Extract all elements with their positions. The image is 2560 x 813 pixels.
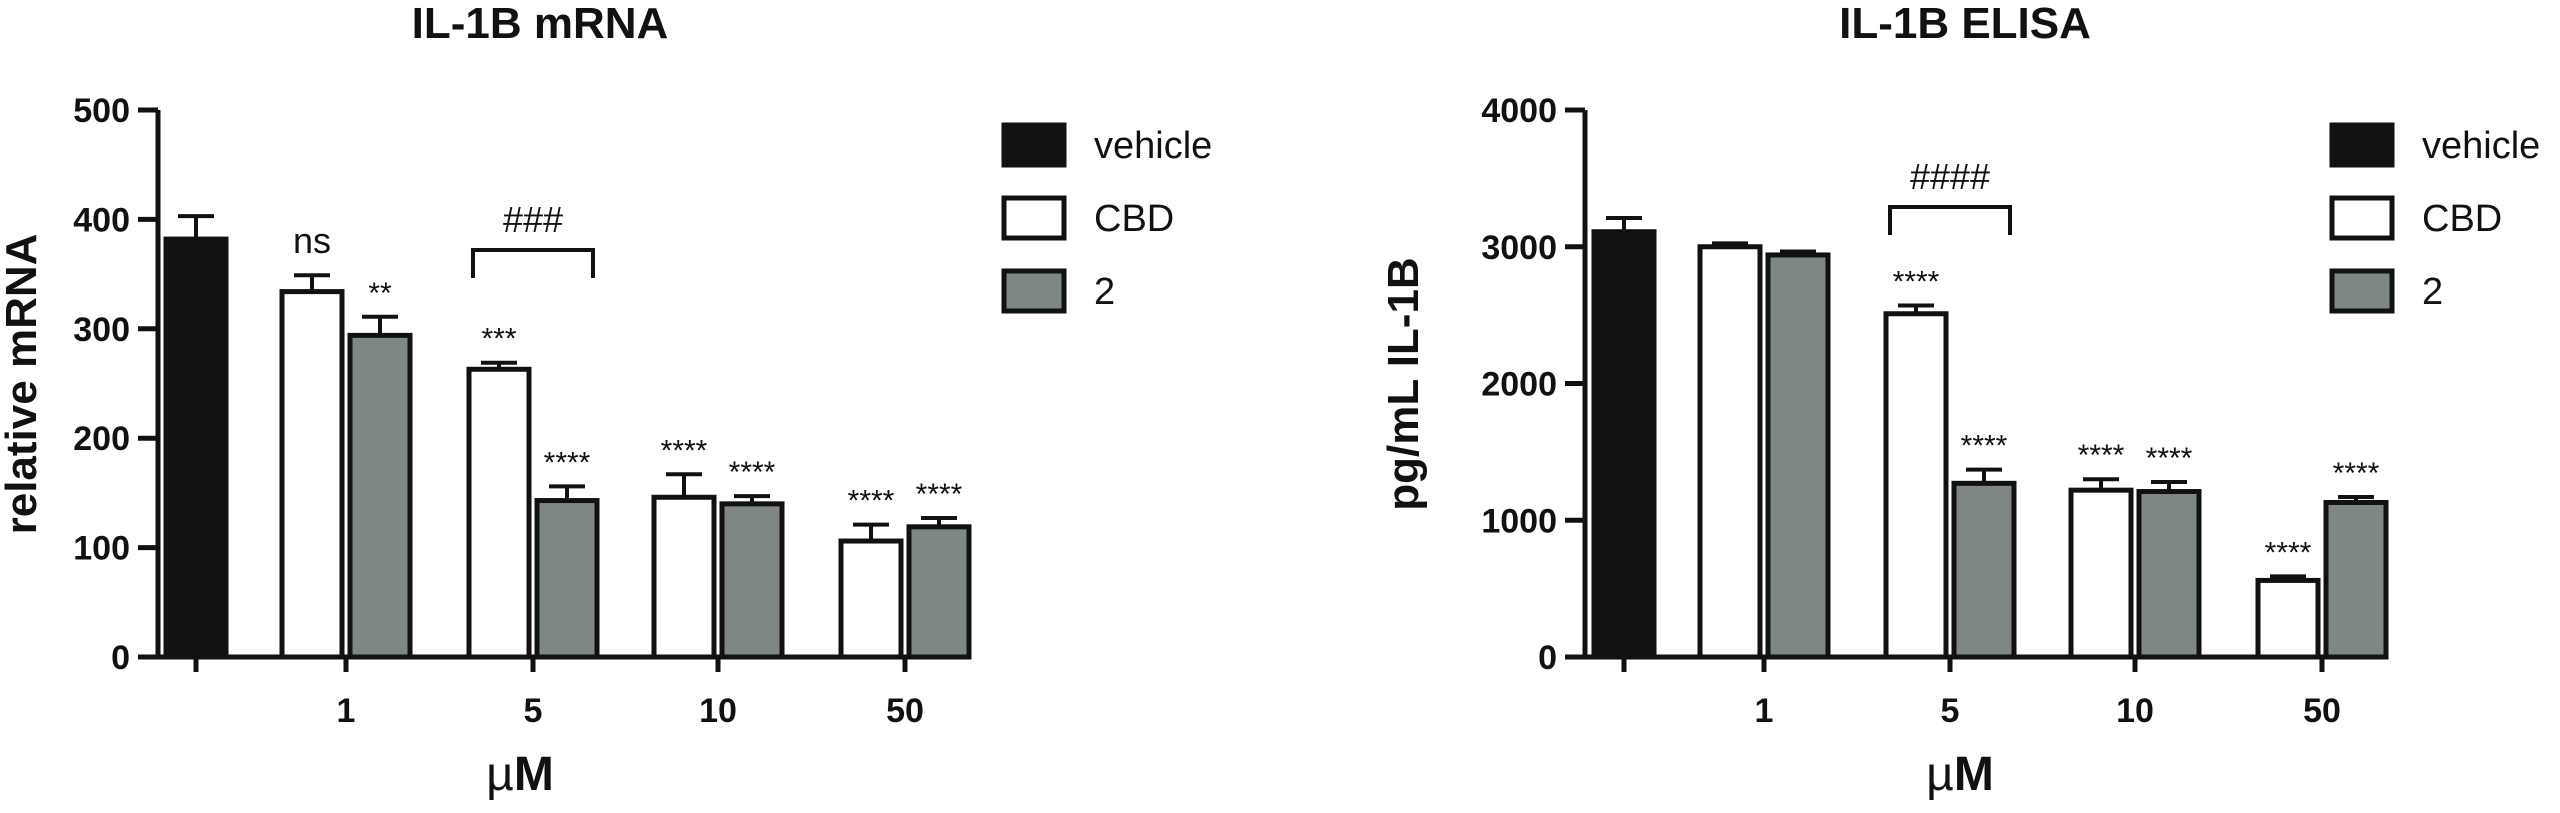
bar-cbd [651, 494, 717, 660]
bar-cbd [2068, 487, 2134, 660]
y-tick-label: 200 [73, 420, 130, 458]
bar-2 [2136, 489, 2202, 660]
bar-vehicle [163, 236, 229, 660]
y-axis-label: relative mRNA [0, 234, 46, 535]
legend-label: vehicle [1094, 125, 1212, 167]
y-tick-label: 0 [1538, 639, 1557, 677]
x-axis-label: µM [1926, 748, 1994, 801]
legend-label: 2 [1094, 271, 1115, 313]
x-tick-label: 10 [2116, 692, 2154, 730]
y-tick-label: 4000 [1481, 92, 1557, 130]
y-tick-label: 0 [111, 639, 130, 677]
bar-2 [906, 524, 972, 660]
bar-cbd [1697, 244, 1763, 660]
x-axis-label: µM [486, 748, 554, 801]
bar-cbd [466, 366, 532, 660]
legend-label: CBD [2422, 198, 2502, 240]
comparison-bracket [471, 248, 595, 278]
significance-label: ns [293, 220, 331, 261]
significance-label: ** [368, 277, 392, 310]
y-tick-label: 2000 [1481, 366, 1557, 404]
significance-label: **** [2078, 439, 2125, 472]
significance-label: **** [544, 446, 591, 479]
legend-label: vehicle [2422, 125, 2540, 167]
bar-2 [719, 501, 785, 660]
legend-swatch-2 [2329, 268, 2395, 314]
significance-label: **** [661, 434, 708, 467]
significance-label: **** [1961, 430, 2008, 463]
y-tick-label: 100 [73, 530, 130, 568]
bar-cbd [279, 289, 345, 660]
x-tick-label: 10 [699, 692, 737, 730]
significance-label: **** [2265, 536, 2312, 569]
significance-label: **** [2146, 442, 2193, 475]
bar-2 [534, 498, 600, 660]
chart-1: IL-1B mRNA 0 100 200 300 400 500 relative mRNA 1… [0, 0, 1212, 801]
legend-swatch-vehicle [1001, 122, 1067, 168]
legend-swatch-vehicle [2329, 122, 2395, 168]
significance-label: **** [916, 478, 963, 511]
chart-title: IL-1B ELISA [1839, 0, 2091, 48]
legend-label: CBD [1094, 198, 1174, 240]
x-tick-label: 1 [1755, 692, 1774, 730]
bar-cbd [1883, 311, 1949, 660]
bar-vehicle [1591, 229, 1657, 660]
y-tick-label: 500 [73, 92, 130, 130]
y-tick-label: 1000 [1481, 502, 1557, 540]
x-tick-label: 5 [1941, 692, 1960, 730]
y-tick-label: 3000 [1481, 229, 1557, 267]
x-tick-label: 5 [524, 692, 543, 730]
legend-label: 2 [2422, 271, 2443, 313]
chart-title: IL-1B mRNA [412, 0, 669, 48]
x-tick-label: 50 [2303, 692, 2341, 730]
bar-cbd [838, 538, 904, 660]
significance-label: **** [2333, 457, 2380, 490]
bar-2 [2323, 499, 2389, 660]
significance-label: **** [848, 485, 895, 518]
y-tick-label: 400 [73, 201, 130, 239]
legend-swatch-cbd [2329, 195, 2395, 241]
significance-label: **** [1893, 266, 1940, 299]
bracket-label: #### [1910, 156, 1990, 197]
x-tick-label: 1 [337, 692, 356, 730]
significance-label: **** [729, 456, 776, 489]
bar-2 [1951, 480, 2017, 660]
bar-2 [1765, 252, 1831, 660]
bar-2 [347, 332, 413, 660]
significance-label: *** [481, 323, 516, 356]
chart-2: IL-1B ELISA 0 1000 2000 3000 4000 pg/mL IL-1B 1… [1379, 0, 2540, 801]
legend-swatch-2 [1001, 268, 1067, 314]
bracket-label: ### [503, 199, 563, 240]
y-tick-label: 300 [73, 311, 130, 349]
y-axis-label: pg/mL IL-1B [1379, 257, 1428, 510]
comparison-bracket [1888, 205, 2012, 235]
bar-cbd [2255, 577, 2321, 660]
legend-swatch-cbd [1001, 195, 1067, 241]
x-tick-label: 50 [886, 692, 924, 730]
